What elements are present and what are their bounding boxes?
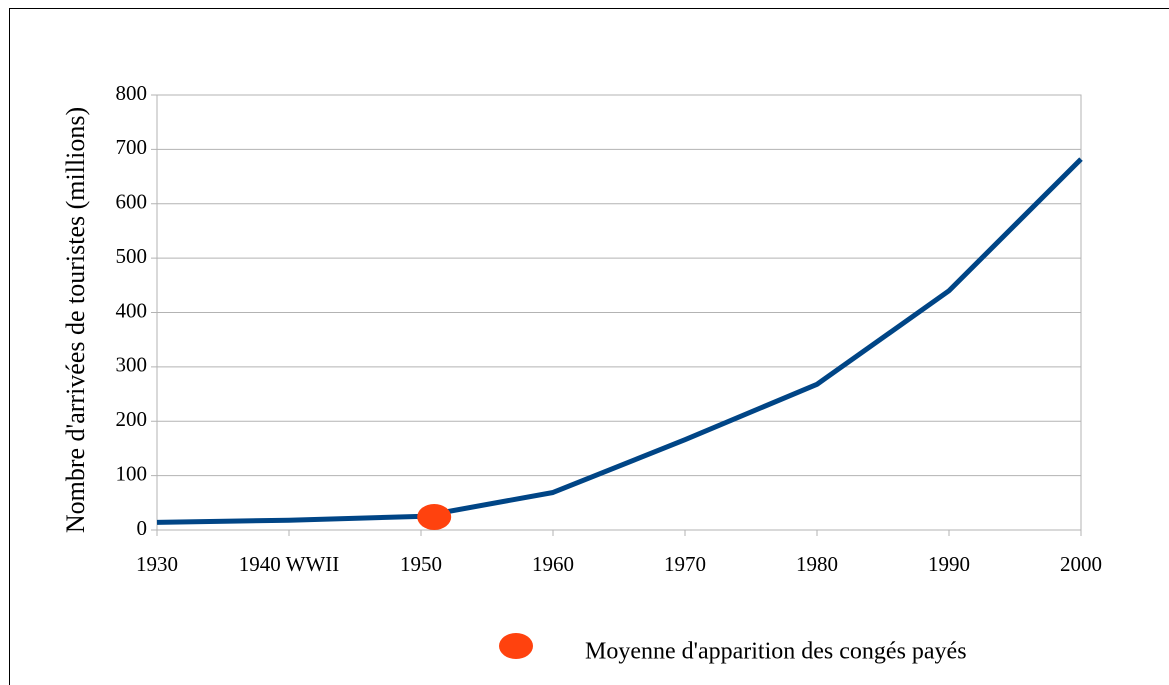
x-tick-label: 1970: [664, 552, 706, 576]
y-tick-label: 700: [116, 135, 148, 159]
x-tick-label: 1980: [796, 552, 838, 576]
line: [156, 157, 1083, 525]
frame: [9, 8, 1169, 685]
y-tick-label: 500: [116, 244, 148, 268]
y-axis-label: Nombre d'arrivées de touristes (millions…: [61, 107, 90, 533]
y-tick-label: 400: [116, 298, 148, 322]
x-tick-label: 1950: [400, 552, 442, 576]
y-tick-label: 800: [116, 81, 148, 105]
x-tick-label: 1990: [928, 552, 970, 576]
x-tick-label: 1960: [532, 552, 574, 576]
y-tick-label: 100: [116, 461, 148, 485]
y-tick-label: 300: [116, 353, 148, 377]
y-tick-label: 200: [116, 407, 148, 431]
x-tick-label: 1930: [136, 552, 178, 576]
legend-label: Moyenne d'apparition des congés payés: [585, 639, 967, 665]
legend-marker: [499, 633, 533, 659]
y-tick-label: 600: [116, 190, 148, 214]
point: [417, 503, 452, 530]
x-tick-label: 1940 WWII: [239, 552, 340, 576]
y-tick-label: 0: [137, 516, 148, 540]
x-tick-label: 2000: [1060, 552, 1102, 576]
plot-border: [156, 94, 1082, 531]
